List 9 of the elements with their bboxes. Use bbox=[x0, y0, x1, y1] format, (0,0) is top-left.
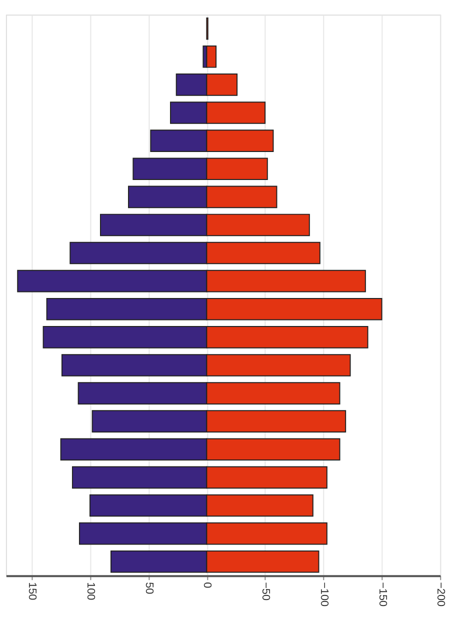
x-tick-label: −100 bbox=[318, 582, 330, 607]
x-tick-label: 150 bbox=[26, 582, 38, 600]
x-tick-label: −50 bbox=[260, 582, 272, 601]
x-tick-label: −150 bbox=[376, 582, 388, 607]
bar bbox=[206, 45, 217, 68]
x-tick-label: 100 bbox=[84, 582, 97, 600]
x-tick-label: −200 bbox=[434, 582, 447, 607]
x-tick-label: 50 bbox=[142, 582, 155, 594]
x-tick-label: 0 bbox=[201, 582, 214, 588]
